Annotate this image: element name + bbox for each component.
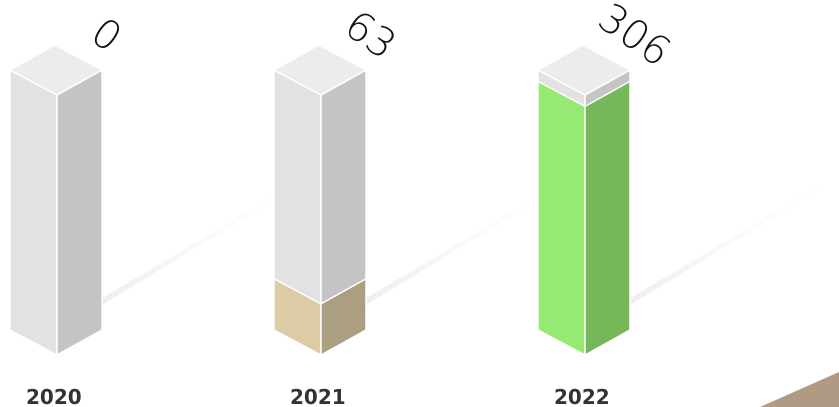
bar-side [56, 329, 103, 356]
bar-shadow [321, 165, 596, 325]
bar-shadow [57, 165, 332, 325]
bar-shadow [585, 175, 839, 325]
column-front [9, 68, 58, 357]
bar-side [584, 80, 631, 357]
value-label: 0 [83, 9, 130, 61]
bar-side [320, 277, 367, 357]
bar-front [537, 80, 586, 357]
x-tick-label: 2020 [26, 385, 82, 407]
column-top [8, 44, 104, 96]
column-top [536, 44, 632, 96]
decoration [760, 372, 839, 407]
column-top [272, 44, 368, 96]
column-side [56, 68, 103, 357]
x-tick-label: 2022 [554, 385, 610, 407]
x-tick-label: 2021 [290, 385, 346, 407]
